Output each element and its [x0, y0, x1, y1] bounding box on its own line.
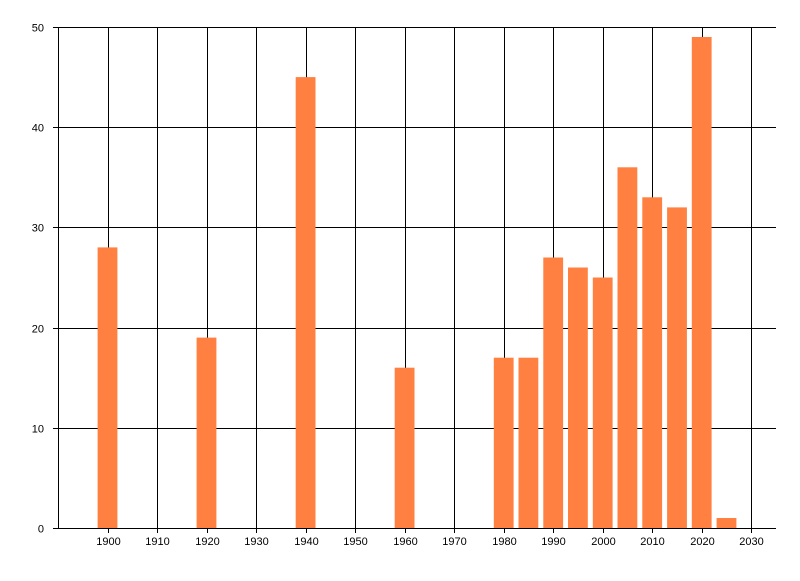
bar — [394, 367, 415, 528]
y-tick-label: 20 — [32, 324, 44, 336]
y-axis-ticks: 0 10 20 30 40 50 — [32, 23, 58, 536]
x-tick-label: 1930 — [244, 536, 268, 548]
bar — [295, 77, 316, 528]
x-axis-ticks: 1900 1910 1920 1930 1940 1950 1960 1970 1980 1990… — [96, 528, 764, 548]
x-tick-label: 2020 — [690, 536, 714, 548]
bar — [97, 247, 118, 528]
x-tick-label: 2000 — [591, 536, 615, 548]
bar — [716, 518, 737, 528]
x-tick-label: 1960 — [393, 536, 417, 548]
y-tick-label: 40 — [32, 123, 44, 135]
bar — [691, 37, 712, 528]
x-tick-label: 2010 — [640, 536, 664, 548]
x-tick-label: 1940 — [294, 536, 318, 548]
x-tick-label: 1990 — [541, 536, 565, 548]
x-tick-label: 1970 — [442, 536, 466, 548]
x-tick-label: 1900 — [96, 536, 120, 548]
bar — [667, 207, 687, 528]
y-tick-label: 10 — [32, 424, 44, 436]
x-tick-label: 1910 — [145, 536, 169, 548]
bar — [196, 337, 217, 528]
bar — [568, 267, 588, 528]
bar — [592, 277, 613, 528]
bar — [543, 257, 564, 528]
x-tick-label: 1980 — [492, 536, 516, 548]
bar — [518, 357, 539, 528]
x-tick-label: 2030 — [739, 536, 763, 548]
axes — [58, 27, 776, 529]
y-tick-label: 50 — [32, 23, 44, 35]
bar — [642, 197, 663, 529]
x-tick-label: 1950 — [343, 536, 367, 548]
y-tick-label: 30 — [32, 223, 44, 235]
bar — [617, 167, 638, 529]
bars — [97, 37, 737, 529]
x-tick-label: 1920 — [195, 536, 219, 548]
y-tick-label: 0 — [38, 524, 44, 536]
bar — [493, 357, 514, 528]
